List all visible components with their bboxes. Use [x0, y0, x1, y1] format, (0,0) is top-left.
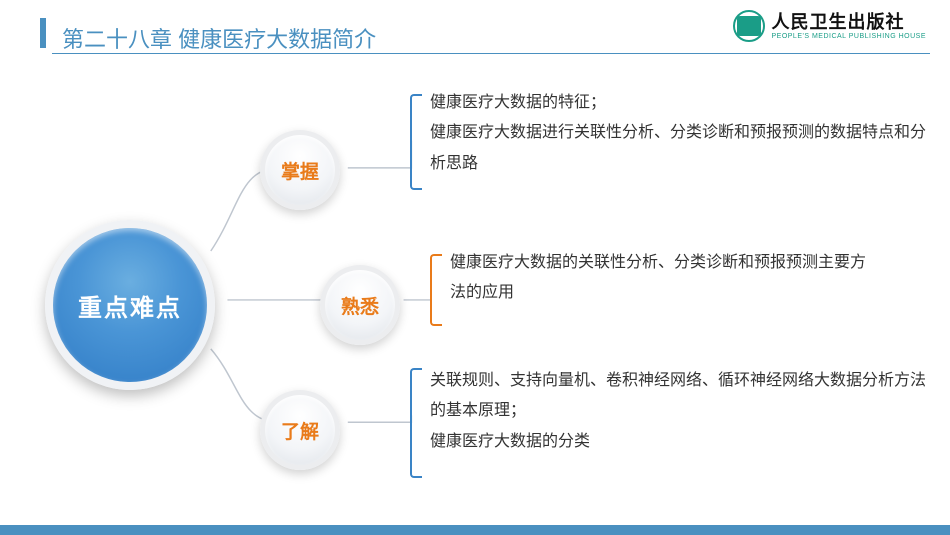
hub-circle: 重点难点 [45, 220, 215, 390]
node-desc-grasp: 健康医疗大数据的特征；健康医疗大数据进行关联性分析、分类诊断和预报预测的数据特点… [430, 88, 930, 179]
node-desc-understand: 关联规则、支持向量机、卷积神经网络、循环神经网络大数据分析方法的基本原理；健康医… [430, 366, 930, 457]
node-label-familiar: 熟悉 [341, 292, 379, 319]
logo-icon [733, 10, 765, 42]
hub-label: 重点难点 [78, 288, 182, 323]
chapter-title: 第二十八章 健康医疗大数据简介 [62, 22, 376, 54]
node-circle-understand: 了解 [260, 390, 340, 470]
node-label-grasp: 掌握 [281, 157, 319, 184]
node-circle-grasp: 掌握 [260, 130, 340, 210]
bracket-grasp [410, 94, 422, 190]
bracket-understand [410, 368, 422, 478]
node-circle-familiar: 熟悉 [320, 265, 400, 345]
logo-text-en: PEOPLE'S MEDICAL PUBLISHING HOUSE [771, 33, 926, 40]
node-label-understand: 了解 [281, 417, 319, 444]
publisher-logo: 人民卫生出版社 PEOPLE'S MEDICAL PUBLISHING HOUS… [733, 10, 926, 42]
diagram-stage: 重点难点 掌握 健康医疗大数据的特征；健康医疗大数据进行关联性分析、分类诊断和预报… [0, 70, 950, 525]
bracket-familiar [430, 254, 442, 326]
footer-bar [0, 525, 950, 535]
header-accent [40, 18, 46, 48]
node-desc-familiar: 健康医疗大数据的关联性分析、分类诊断和预报预测主要方法的应用 [450, 248, 880, 309]
logo-text-cn: 人民卫生出版社 [771, 13, 926, 31]
